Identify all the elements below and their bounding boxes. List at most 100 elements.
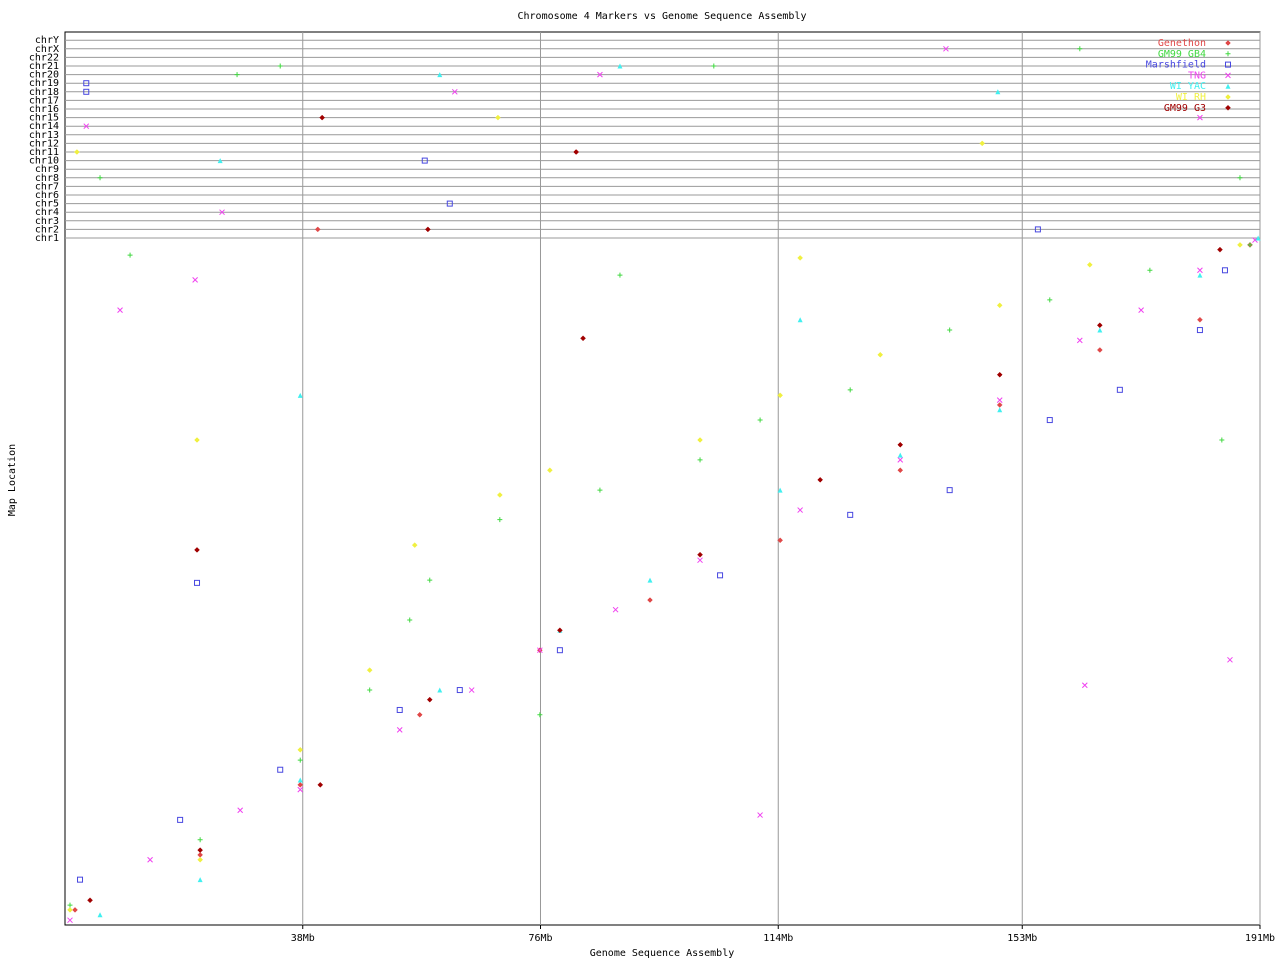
chromosome-label: chr3 xyxy=(35,216,59,227)
data-point xyxy=(297,777,303,783)
data-point xyxy=(697,551,703,558)
data-point xyxy=(757,812,763,818)
off-chromosome-point xyxy=(573,149,580,155)
data-point xyxy=(127,252,133,258)
data-point xyxy=(97,912,103,918)
data-point xyxy=(797,255,803,261)
chromosome-label: chr18 xyxy=(29,87,59,98)
legend-marker xyxy=(1225,51,1231,57)
data-point xyxy=(1221,267,1228,274)
data-point xyxy=(297,786,304,793)
chromosome-label: chr11 xyxy=(29,147,59,158)
off-chromosome-point xyxy=(97,175,103,181)
x-tick-label: 153Mb xyxy=(1007,933,1037,944)
data-point xyxy=(87,897,93,904)
off-chromosome-point xyxy=(319,114,325,121)
data-point xyxy=(367,687,373,693)
chromosome-label: chr19 xyxy=(29,78,59,89)
data-point xyxy=(197,877,203,883)
data-point xyxy=(1096,347,1103,353)
off-chromosome-point xyxy=(277,63,283,69)
data-point xyxy=(192,277,198,283)
data-point xyxy=(277,766,284,773)
x-tick-label: 38Mb xyxy=(291,933,315,944)
off-chromosome-point xyxy=(83,88,90,95)
data-point xyxy=(147,856,153,863)
data-point xyxy=(411,542,418,548)
legend-label: GM99 GB4 xyxy=(1158,49,1206,60)
off-chromosome-point xyxy=(995,89,1001,95)
off-chromosome-point xyxy=(1034,226,1041,233)
legend-marker xyxy=(1225,40,1231,46)
data-point xyxy=(537,647,543,654)
data-point xyxy=(117,307,123,313)
chromosome-label: chr20 xyxy=(29,70,59,81)
data-point xyxy=(1227,656,1233,663)
data-point xyxy=(407,617,413,623)
data-point xyxy=(996,302,1003,309)
x-tick-label: 191Mb xyxy=(1245,933,1275,944)
off-chromosome-point xyxy=(437,72,443,78)
data-point xyxy=(297,746,304,753)
data-point xyxy=(67,917,73,924)
data-point xyxy=(1237,242,1243,248)
data-point xyxy=(1252,237,1258,243)
data-point xyxy=(897,457,904,463)
chromosome-label: chr12 xyxy=(29,138,59,149)
data-point xyxy=(496,492,503,498)
data-point xyxy=(416,711,423,718)
data-point xyxy=(1197,316,1203,323)
chromosome-label: chr22 xyxy=(29,52,59,63)
data-point xyxy=(697,557,703,564)
legend-label: Genethon xyxy=(1158,38,1206,49)
data-point xyxy=(996,397,1003,403)
data-point xyxy=(777,487,783,493)
data-point xyxy=(777,392,783,399)
off-chromosome-point xyxy=(83,123,90,130)
data-point xyxy=(1081,682,1088,689)
data-point xyxy=(396,727,403,733)
legend-label: Marshfield xyxy=(1146,60,1206,71)
chromosome-label: chrX xyxy=(35,44,59,55)
data-point xyxy=(1219,437,1225,443)
data-point xyxy=(612,606,619,613)
data-point xyxy=(617,272,623,278)
data-point xyxy=(427,577,433,583)
y-axis-label: Map Location xyxy=(7,444,18,516)
data-point xyxy=(847,387,853,393)
data-point xyxy=(194,437,200,443)
data-point xyxy=(297,757,303,763)
chromosome-label: chr13 xyxy=(29,130,59,141)
data-point xyxy=(697,457,703,463)
data-point xyxy=(396,706,403,713)
data-point xyxy=(468,687,475,693)
data-point xyxy=(456,687,463,694)
off-chromosome-point xyxy=(1197,114,1203,121)
data-point xyxy=(67,907,73,913)
data-point xyxy=(366,667,373,673)
chromosome-label: chr14 xyxy=(29,121,59,132)
data-point xyxy=(997,407,1003,413)
data-point xyxy=(72,907,78,913)
data-point xyxy=(497,517,503,523)
chromosome-label: chr9 xyxy=(35,164,59,175)
data-point xyxy=(1255,235,1261,241)
off-chromosome-point xyxy=(446,200,453,207)
chromosome-label: chr7 xyxy=(35,181,59,192)
data-point xyxy=(757,417,763,423)
data-point xyxy=(297,392,303,398)
data-point xyxy=(777,537,783,544)
chromosome-label: chr6 xyxy=(35,190,59,201)
chromosome-label: chr15 xyxy=(29,113,59,124)
data-point xyxy=(996,371,1003,378)
data-point xyxy=(556,647,563,654)
chromosome-label: chr4 xyxy=(35,207,59,218)
legend-label: WI RH xyxy=(1176,92,1206,103)
off-chromosome-point xyxy=(74,149,80,155)
data-point xyxy=(947,327,953,333)
data-point xyxy=(897,452,903,458)
data-point xyxy=(297,781,304,788)
legend-label: GM99 G3 xyxy=(1164,103,1206,114)
